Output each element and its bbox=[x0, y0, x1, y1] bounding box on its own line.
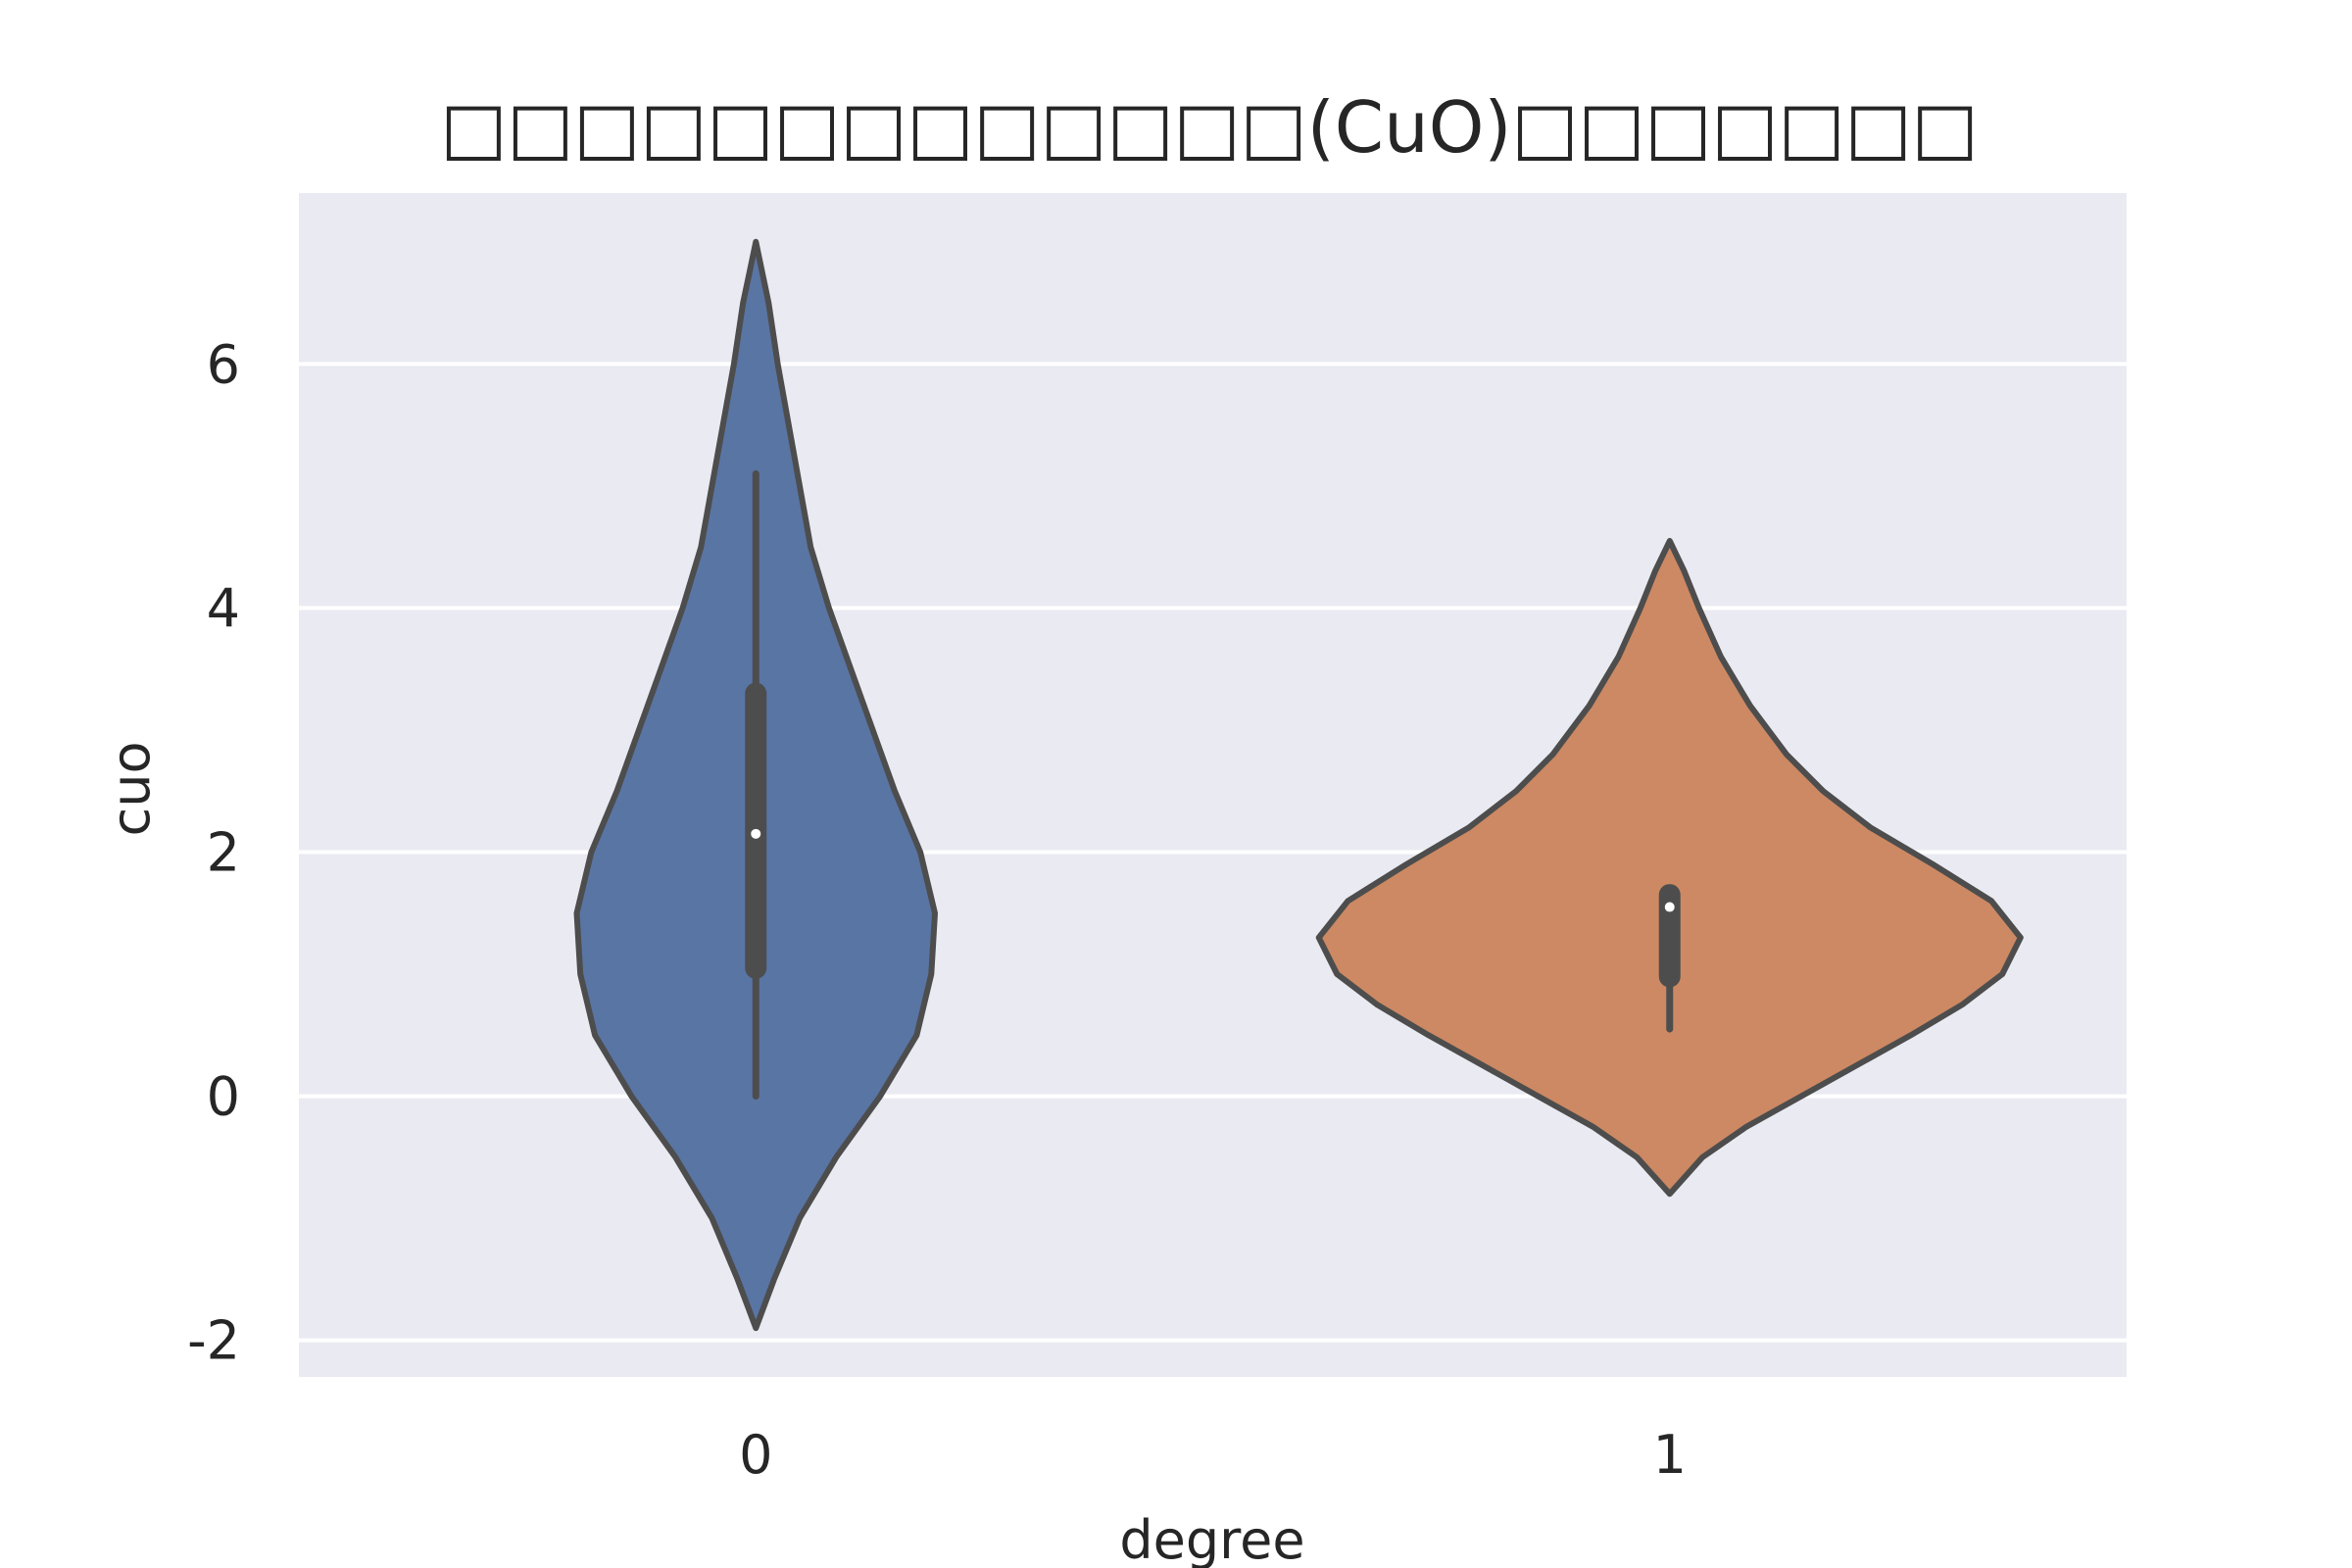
y-tick-label: 0 bbox=[207, 1066, 240, 1128]
plot-area bbox=[299, 193, 2127, 1377]
y-tick-label: 6 bbox=[207, 333, 240, 395]
violin-body bbox=[1315, 537, 2024, 1198]
x-axis-label: degree bbox=[1119, 1509, 1304, 1568]
y-tick-label: 4 bbox=[207, 577, 240, 639]
y-tick-labels: -2 0 2 4 6 bbox=[187, 333, 240, 1371]
y-tick-label: 2 bbox=[207, 821, 240, 883]
median-marker bbox=[1664, 902, 1675, 912]
x-tick-label: 0 bbox=[739, 1424, 772, 1486]
median-marker bbox=[751, 828, 761, 839]
y-axis-label: cuo bbox=[100, 742, 162, 837]
chart-title: □□□□□□□□□□□□□(CuO)□□□□□□□ bbox=[440, 86, 1978, 169]
violins bbox=[573, 238, 2024, 1332]
y-tick-label: -2 bbox=[187, 1310, 240, 1372]
x-tick-label: 1 bbox=[1653, 1424, 1687, 1486]
